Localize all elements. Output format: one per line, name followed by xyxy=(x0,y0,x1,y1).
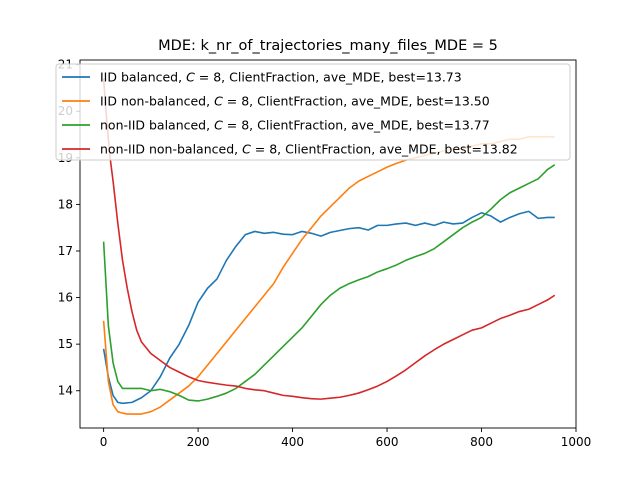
y-tick-label: 17 xyxy=(58,244,73,258)
x-tick-label: 200 xyxy=(187,435,210,449)
chart-title: MDE: k_nr_of_trajectories_many_files_MDE… xyxy=(158,38,498,54)
series-line-1 xyxy=(102,210,555,405)
x-tick-label: 1000 xyxy=(561,435,592,449)
x-tick-label: 400 xyxy=(281,435,304,449)
legend-entry-2: IID non-balanced, C = 8, ClientFraction,… xyxy=(100,94,490,109)
y-tick-label: 15 xyxy=(58,337,73,351)
plot-frame xyxy=(79,59,577,429)
legend-entry-3: non-IID balanced, C = 8, ClientFraction,… xyxy=(100,118,490,133)
y-tick-label: 16 xyxy=(58,291,73,305)
legend-entry-4: non-IID non-balanced, C = 8, ClientFract… xyxy=(100,142,518,157)
series-layer xyxy=(102,78,556,415)
series-line-3 xyxy=(102,164,556,402)
x-tick-label: 0 xyxy=(100,435,108,449)
series-line-4 xyxy=(102,78,556,400)
x-tick-label: 600 xyxy=(376,435,399,449)
legend-box xyxy=(55,63,571,161)
y-tick-label: 14 xyxy=(58,384,73,398)
legend-entry-1: IID balanced, C = 8, ClientFraction, ave… xyxy=(100,70,462,85)
x-tick-label: 800 xyxy=(470,435,493,449)
y-tick-label: 18 xyxy=(58,197,73,211)
legend: IID balanced, C = 8, ClientFraction, ave… xyxy=(55,63,571,161)
